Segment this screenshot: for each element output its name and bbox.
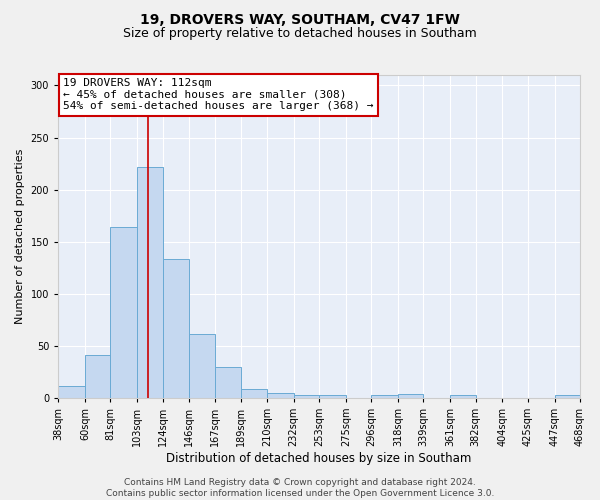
- Bar: [58, 386, 85, 398]
- Bar: [110, 227, 137, 398]
- Bar: [215, 366, 241, 398]
- Bar: [293, 395, 319, 398]
- Bar: [241, 388, 267, 398]
- Text: Size of property relative to detached houses in Southam: Size of property relative to detached ho…: [123, 28, 477, 40]
- Bar: [398, 394, 424, 398]
- Text: Contains HM Land Registry data © Crown copyright and database right 2024.
Contai: Contains HM Land Registry data © Crown c…: [106, 478, 494, 498]
- Y-axis label: Number of detached properties: Number of detached properties: [15, 149, 25, 324]
- Bar: [189, 334, 215, 398]
- Bar: [137, 166, 163, 398]
- Bar: [450, 395, 476, 398]
- Bar: [85, 355, 110, 398]
- X-axis label: Distribution of detached houses by size in Southam: Distribution of detached houses by size …: [166, 452, 472, 465]
- Bar: [267, 392, 293, 398]
- Bar: [319, 395, 346, 398]
- Text: 19, DROVERS WAY, SOUTHAM, CV47 1FW: 19, DROVERS WAY, SOUTHAM, CV47 1FW: [140, 12, 460, 26]
- Bar: [554, 395, 580, 398]
- Text: 19 DROVERS WAY: 112sqm
← 45% of detached houses are smaller (308)
54% of semi-de: 19 DROVERS WAY: 112sqm ← 45% of detached…: [64, 78, 374, 112]
- Bar: [371, 395, 398, 398]
- Bar: [163, 260, 189, 398]
